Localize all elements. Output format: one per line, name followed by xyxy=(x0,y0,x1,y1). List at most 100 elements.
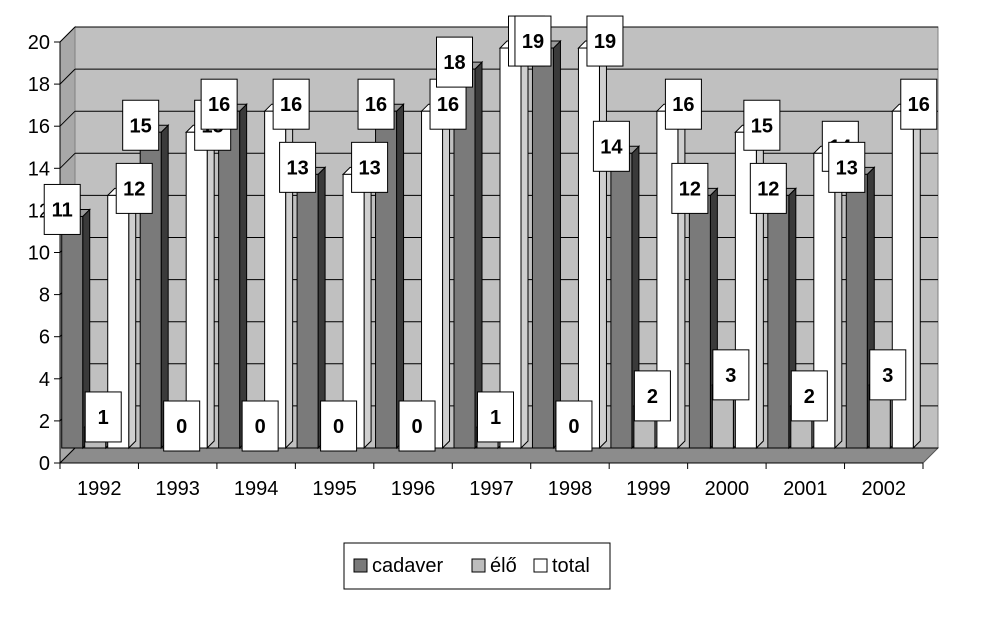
data-label-text: 1 xyxy=(98,407,109,429)
data-label-text: 3 xyxy=(725,365,736,387)
y-tick-label: 0 xyxy=(39,453,50,475)
bar-total xyxy=(420,102,451,450)
bar-cadaver xyxy=(60,208,91,450)
bar-total xyxy=(184,124,216,450)
data-label-text: 13 xyxy=(286,157,308,179)
data-label-total: 16 xyxy=(272,78,310,130)
bar-side xyxy=(677,102,686,450)
data-label-box xyxy=(115,162,153,214)
data-label-text: 15 xyxy=(130,115,152,137)
y-tick-label: 10 xyxy=(28,243,50,265)
x-tick-label: 1998 xyxy=(548,478,593,500)
bar-side xyxy=(239,102,248,450)
y-tick-label: 16 xyxy=(28,116,50,138)
legend-item-cadaver: cadaver xyxy=(353,555,443,577)
data-label-box xyxy=(351,141,389,193)
data-label-cadaver: 13 xyxy=(828,141,866,193)
data-label-élő: 2 xyxy=(633,370,671,422)
data-label-total: 12 xyxy=(115,162,153,214)
legend-swatch xyxy=(353,558,368,573)
data-label-box xyxy=(712,349,750,401)
data-label-box xyxy=(272,78,310,130)
bar-front xyxy=(421,110,444,449)
y-tick-label: 6 xyxy=(39,327,50,349)
gridline-side xyxy=(59,110,76,127)
data-label-text: 1 xyxy=(490,407,501,429)
data-label-box xyxy=(241,400,279,452)
data-label-text: 18 xyxy=(443,52,465,74)
y-tick-label: 4 xyxy=(39,369,50,391)
data-label-box xyxy=(592,120,630,172)
data-label-text: 0 xyxy=(568,416,579,438)
data-label-box xyxy=(122,99,160,151)
data-label-cadaver: 15 xyxy=(122,99,160,151)
bar-side xyxy=(552,39,561,450)
data-label-box xyxy=(749,162,787,214)
data-label-text: 3 xyxy=(882,365,893,387)
x-tick-label: 1997 xyxy=(469,478,514,500)
data-label-box xyxy=(436,36,473,88)
bar-side xyxy=(128,187,137,450)
data-label-box xyxy=(514,15,552,67)
y-tick-label: 20 xyxy=(28,32,50,54)
data-label-total: 16 xyxy=(900,78,938,130)
gridline-side xyxy=(59,68,76,85)
bar-side xyxy=(396,102,405,450)
data-label-text: 19 xyxy=(594,31,616,53)
data-label-text: 16 xyxy=(365,94,387,116)
data-label-text: 15 xyxy=(751,115,773,137)
data-label-text: 0 xyxy=(411,416,422,438)
legend-label: total xyxy=(552,555,590,577)
data-label-box xyxy=(163,400,201,452)
legend-swatch xyxy=(471,558,486,573)
data-label-élő: 3 xyxy=(869,349,907,401)
x-tick-label: 1996 xyxy=(391,478,436,500)
gridline-side xyxy=(59,152,76,169)
data-label-élő: 0 xyxy=(320,400,358,452)
data-label-box xyxy=(555,400,593,452)
data-label-text: 11 xyxy=(52,199,73,221)
data-label-total: 19 xyxy=(586,15,624,67)
data-label-text: 16 xyxy=(908,94,930,116)
data-label-box xyxy=(900,78,938,130)
bar-side xyxy=(442,102,451,450)
data-label-text: 16 xyxy=(208,94,230,116)
data-label-élő: 2 xyxy=(790,370,828,422)
y-tick-label: 2 xyxy=(39,411,50,433)
data-label-box xyxy=(743,99,781,151)
data-label-cadaver: 12 xyxy=(749,162,787,214)
data-labels: 1111215015160161301316016181191901914216… xyxy=(43,15,938,452)
data-label-text: 2 xyxy=(647,386,658,408)
data-label-text: 19 xyxy=(522,31,544,53)
data-label-box xyxy=(43,183,81,235)
data-label-box xyxy=(477,391,514,443)
data-label-élő: 0 xyxy=(555,400,593,452)
data-label-text: 13 xyxy=(836,157,858,179)
x-tick-label: 1993 xyxy=(155,478,200,500)
legend-label: cadaver xyxy=(372,555,443,577)
bar-cadaver xyxy=(217,102,248,450)
legend-swatch xyxy=(533,558,548,573)
x-tick-label: 1992 xyxy=(77,478,122,500)
data-label-box xyxy=(790,370,828,422)
x-tick-label: 1994 xyxy=(234,478,279,500)
data-label-total: 13 xyxy=(351,141,389,193)
data-label-élő: 0 xyxy=(241,400,279,452)
bar-side xyxy=(160,124,169,450)
data-label-cadaver: 11 xyxy=(43,183,81,235)
data-label-cadaver: 13 xyxy=(279,141,317,193)
data-label-box xyxy=(586,15,624,67)
data-label-text: 16 xyxy=(437,94,459,116)
data-label-cadaver: 19 xyxy=(514,15,552,67)
bar-total xyxy=(498,39,530,450)
data-label-cadaver: 12 xyxy=(671,162,709,214)
bar-side xyxy=(363,166,372,450)
data-label-text: 0 xyxy=(255,416,266,438)
x-tick-label: 1999 xyxy=(626,478,671,500)
data-label-text: 0 xyxy=(176,416,187,438)
data-label-box xyxy=(828,141,866,193)
data-label-text: 2 xyxy=(804,386,815,408)
bar-front xyxy=(531,47,554,449)
